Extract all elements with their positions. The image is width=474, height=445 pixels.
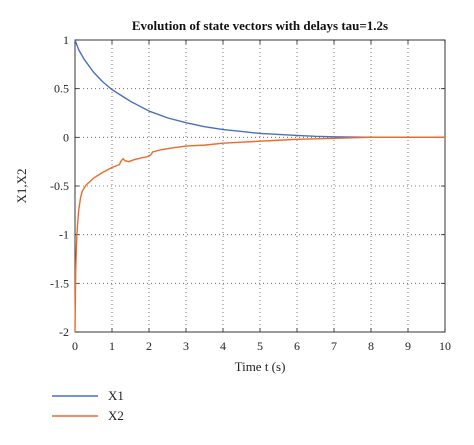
legend-label-x2: X2 [108, 408, 124, 423]
y-tick-label: -0.5 [50, 179, 69, 193]
x-tick-label: 6 [294, 339, 300, 353]
series-layer [74, 39, 445, 333]
series-line-x1 [74, 39, 445, 139]
y-tick-label: 0.5 [54, 82, 69, 96]
x-tick-label: 10 [439, 339, 451, 353]
x-tick-label: 3 [183, 339, 189, 353]
y-axis-label: X1,X2 [14, 168, 29, 203]
x-tick-label: 9 [405, 339, 411, 353]
y-tick-label: -1 [59, 228, 69, 242]
grid [75, 40, 445, 332]
y-tick-label: 1 [63, 33, 69, 47]
legend-label-x1: X1 [108, 388, 124, 403]
x-tick-label: 8 [368, 339, 374, 353]
y-tick-label: 0 [63, 130, 69, 144]
y-tick-label: -1.5 [50, 276, 69, 290]
x-axis-label: Time t (s) [235, 359, 286, 374]
series-line-x2 [74, 136, 445, 333]
x-tick-label: 4 [220, 339, 226, 353]
x-tick-label: 5 [257, 339, 263, 353]
chart-title: Evolution of state vectors with delays t… [132, 18, 388, 33]
y-tick-label: -2 [59, 325, 69, 339]
x-tick-label: 7 [331, 339, 337, 353]
x-tick-label: 1 [109, 339, 115, 353]
axes: 0 1 2 3 4 5 6 7 8 9 10 -2 -1.5 -1 -0.5 0 0.5 1 [50, 33, 451, 353]
x-tick-label: 2 [146, 339, 152, 353]
x-tick-label: 0 [72, 339, 78, 353]
plot-frame [74, 39, 446, 333]
